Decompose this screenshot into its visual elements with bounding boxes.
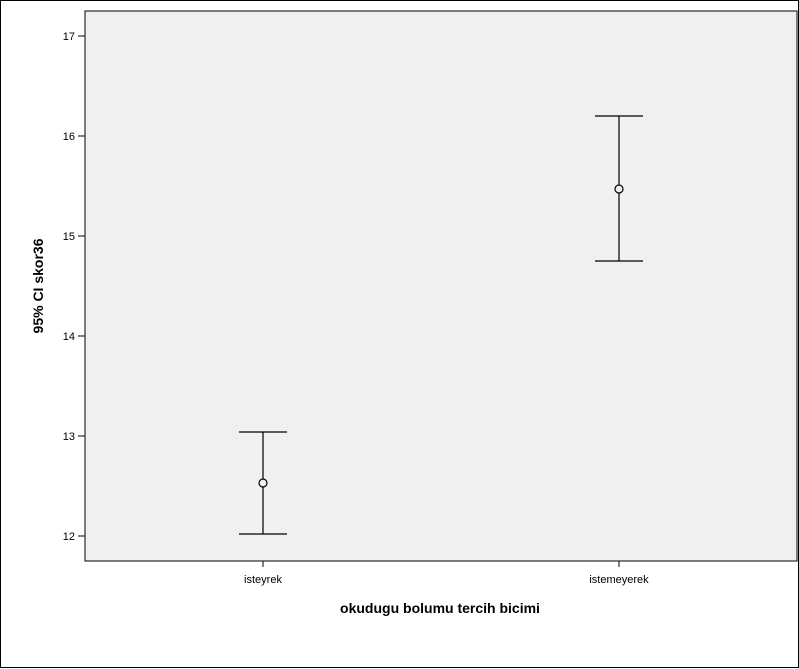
plot-area [84, 10, 798, 562]
y-tick-label: 15 [63, 231, 75, 243]
y-axis: 12 13 14 15 16 17 [63, 31, 85, 543]
x-axis: isteyrek istemeyerek [244, 561, 649, 586]
x-tick-label: isteyrek [244, 574, 282, 586]
error-bars [239, 115, 643, 535]
mean-marker [258, 478, 268, 488]
y-tick-label: 12 [63, 531, 75, 543]
mean-marker [614, 184, 624, 194]
y-tick-label: 16 [63, 131, 75, 143]
x-axis-title: okudugu bolumu tercih bicimi [340, 600, 540, 616]
y-tick-label: 17 [63, 31, 75, 43]
y-tick-label: 13 [63, 431, 75, 443]
x-tick-label: istemeyerek [589, 574, 649, 586]
y-tick-label: 14 [63, 331, 75, 343]
y-axis-title: 95% CI skor36 [30, 238, 46, 333]
